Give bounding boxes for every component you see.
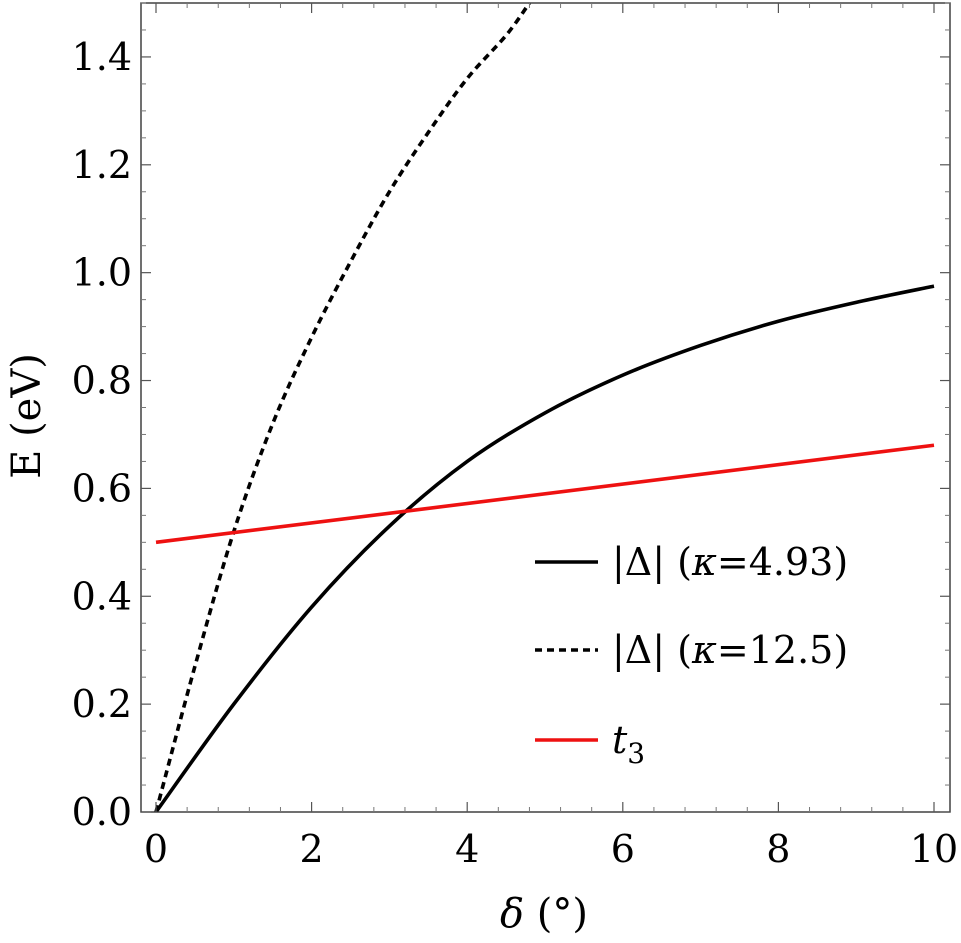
legend: |Δ| (κ=4.93) |Δ| (κ=12.5) t3 [535,540,848,770]
x-tick-label: 2 [300,827,324,871]
y-tick-label: 1.2 [72,143,132,187]
y-tick-label: 1.4 [72,35,132,79]
y-tick-label: 0.6 [72,466,132,510]
y-tick-label: 0.4 [72,574,132,618]
y-tick-label: 0.2 [72,682,132,726]
x-tick-label: 4 [455,827,479,871]
y-tick-label: 0.8 [72,359,132,403]
legend-label-3: t3 [612,718,645,770]
x-axis-label: δ (°) [500,891,588,937]
ticks-layer: 0 2 4 6 8 10 0.0 0.2 0.4 0.6 0.8 1.0 1.2 1.4 [72,2,958,871]
series-layer [154,3,935,812]
x-tick-label: 0 [144,827,168,871]
y-axis-label: E (eV) [4,353,50,479]
legend-label-1: |Δ| (κ=4.93) [612,540,848,584]
y-tick-label: 0.0 [72,790,132,834]
legend-label-2: |Δ| (κ=12.5) [612,628,848,672]
series-line-3 [155,443,935,545]
y-tick-label: 1.0 [72,251,132,295]
series-line-2 [154,3,531,812]
series-line-1 [154,284,935,812]
x-tick-label: 10 [910,827,958,871]
x-tick-label: 8 [766,827,790,871]
x-tick-label: 6 [611,827,635,871]
